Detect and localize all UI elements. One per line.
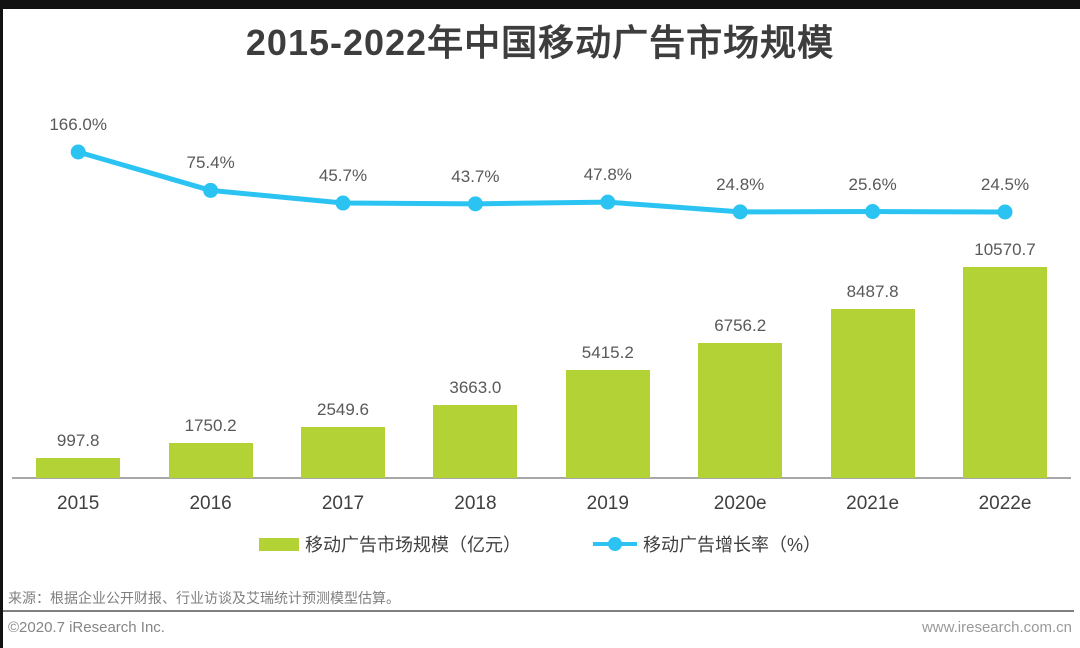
top-border-bar <box>0 0 1080 9</box>
line-point <box>335 195 351 211</box>
growth-rate-label: 75.4% <box>186 153 235 173</box>
bar-value-label: 1750.2 <box>184 416 237 436</box>
growth-rate-label: 24.8% <box>716 174 765 194</box>
line-point <box>865 204 881 220</box>
bar-value-label: 10570.7 <box>974 240 1036 259</box>
line-dot-icon <box>592 537 637 551</box>
growth-rate-label: 25.6% <box>848 174 897 194</box>
chart-plot-area: 997.8 2015 166.0% 1750.2 2016 75.4% 2549.6 2017… <box>12 115 1071 514</box>
x-axis-label-2017: 2017 <box>321 493 365 514</box>
x-axis-label-2016: 2016 <box>189 493 232 514</box>
x-axis-label-2020e: 2020e <box>713 493 767 514</box>
bar-value-label: 3663.0 <box>449 377 502 397</box>
x-axis-line <box>12 477 1071 479</box>
line-point <box>732 204 748 220</box>
legend-label-market-size: 移动广告市场规模（亿元） <box>304 535 521 555</box>
bar-swatch-icon <box>258 537 299 551</box>
line-point <box>600 194 616 210</box>
line-point <box>997 204 1013 220</box>
growth-rate-label: 43.7% <box>451 166 500 186</box>
bar-2019 <box>565 369 650 478</box>
bar-2017 <box>301 427 385 478</box>
website-url: www.iresearch.com.cn <box>921 619 1072 636</box>
growth-rate-label: 45.7% <box>318 166 368 185</box>
legend-item-market-size: 移动广告市场规模（亿元） <box>258 531 521 557</box>
legend-item-growth-rate: 移动广告增长率（%） <box>592 531 821 557</box>
growth-rate-label: 166.0% <box>49 115 108 134</box>
bar-value-label: 8487.8 <box>846 281 899 301</box>
x-axis-label-2018: 2018 <box>454 493 497 514</box>
x-axis-label-2015: 2015 <box>57 493 100 514</box>
line-point <box>203 182 219 198</box>
growth-rate-label: 24.5% <box>980 175 1030 194</box>
bar-2022e <box>963 267 1047 478</box>
bar-2015 <box>36 458 121 478</box>
chart-legend: 移动广告市场规模（亿元） 移动广告增长率（%） <box>0 531 1080 557</box>
footer: ©2020.7 iResearch Inc. www.iresearch.com… <box>8 619 1072 636</box>
bar-value-label: 6756.2 <box>714 316 767 336</box>
bar-value-label: 997.8 <box>56 431 100 451</box>
bar-2016 <box>168 443 253 478</box>
x-axis-label-2022e: 2022e <box>978 493 1032 514</box>
bar-value-label: 5415.2 <box>581 342 634 362</box>
line-point <box>467 196 483 212</box>
x-axis-label-2021e: 2021e <box>846 493 900 514</box>
footer-divider <box>0 610 1074 612</box>
legend-label-growth-rate: 移动广告增长率（%） <box>642 535 821 555</box>
growth-rate-label: 47.8% <box>583 165 632 185</box>
bar-2018 <box>433 404 518 478</box>
left-border-line <box>0 0 3 648</box>
bar-2020e <box>698 343 783 478</box>
chart-title: 2015-2022年中国移动广告市场规模 <box>245 22 835 63</box>
bar-2021e <box>830 308 915 478</box>
bar-value-label: 2549.6 <box>317 400 369 420</box>
source-note: 来源：根据企业公开财报、行业访谈及艾瑞统计预测模型估算。 <box>8 590 400 606</box>
x-axis-label-2019: 2019 <box>586 493 629 514</box>
copyright-text: ©2020.7 iResearch Inc. <box>8 619 165 636</box>
growth-rate-line <box>70 144 1013 220</box>
line-point <box>70 144 86 160</box>
